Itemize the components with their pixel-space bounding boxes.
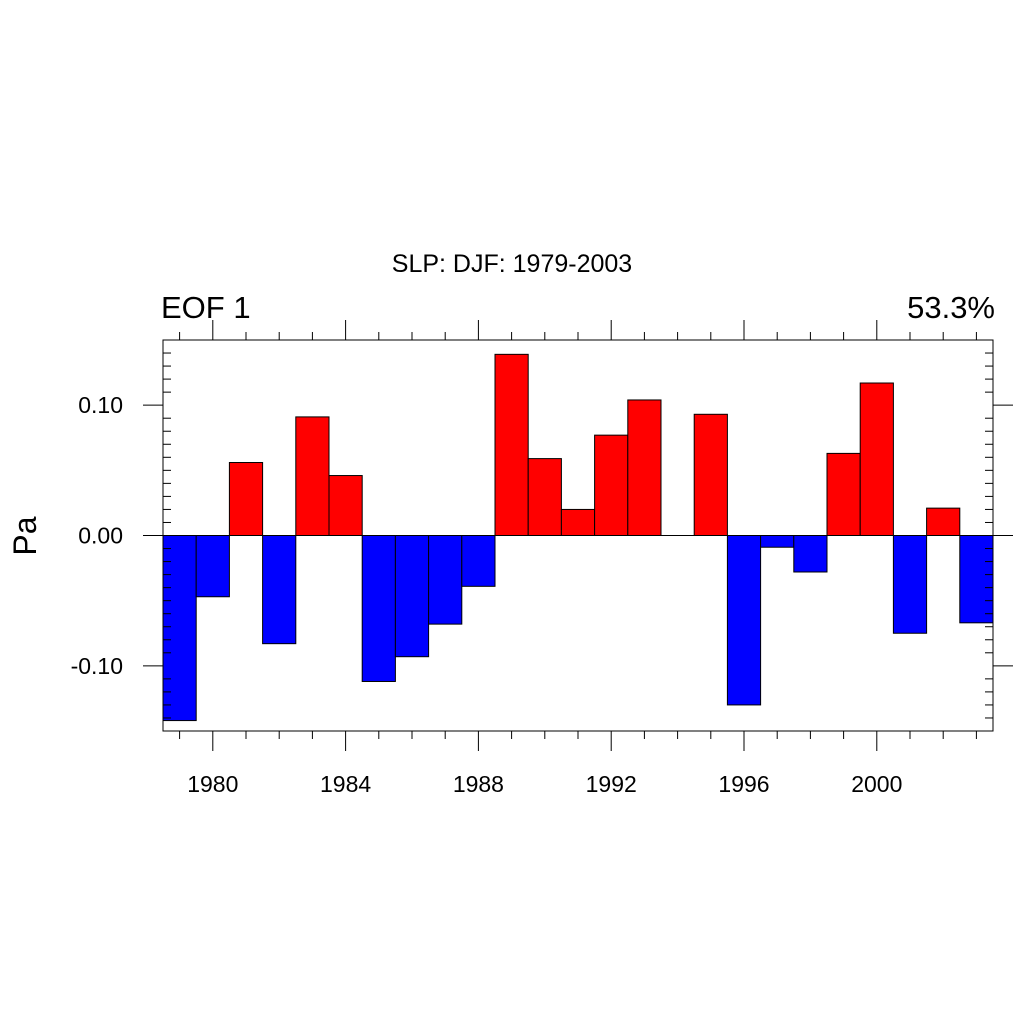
x-tick-label-1988: 1988	[453, 771, 504, 797]
bar-1982	[262, 535, 297, 645]
bar-1983	[295, 416, 330, 536]
bar-1993	[627, 399, 662, 536]
bar-1996	[726, 535, 762, 706]
bar-1979	[162, 535, 197, 722]
x-tick-label-2000: 2000	[851, 771, 902, 797]
y-tick-label: 0.10	[78, 392, 123, 418]
bar-1988	[461, 535, 496, 587]
bar-1997	[760, 535, 795, 548]
bar-1999	[826, 452, 861, 537]
bar-1984	[328, 475, 363, 536]
y-axis-title: Pa	[7, 516, 43, 555]
bar-1980	[195, 535, 230, 598]
bar-1987	[428, 535, 463, 625]
bar-1985	[361, 535, 396, 682]
ticks-group	[143, 320, 1013, 751]
bar-1998	[793, 535, 828, 573]
bar-2003	[959, 535, 994, 624]
x-tick-label-1996: 1996	[718, 771, 769, 797]
bar-1990	[527, 458, 562, 536]
plot-frame	[162, 339, 994, 732]
x-tick-label-1992: 1992	[586, 771, 637, 797]
x-tick-label-1980: 1980	[187, 771, 238, 797]
y-tick-label: -0.10	[71, 653, 123, 679]
tick-labels-group: 1980 1984 1988 1992 1996 2000 0.10 0.00 -0.10	[71, 392, 903, 797]
bar-2002	[926, 507, 961, 537]
chart-title: SLP: DJF: 1979-2003	[392, 250, 632, 278]
bar-1995	[693, 413, 728, 537]
bar-2001	[892, 535, 928, 634]
eof-label: EOF 1	[161, 290, 251, 325]
x-tick-label-1984: 1984	[320, 771, 371, 797]
bar-1989	[494, 353, 529, 536]
bar-1992	[594, 434, 629, 537]
bar-1986	[394, 535, 430, 658]
bar-1981	[228, 462, 264, 536]
variance-label: 53.3%	[907, 290, 995, 325]
y-tick-label: 0.00	[78, 523, 123, 549]
bar-1991	[560, 508, 596, 536]
bars-group	[162, 353, 994, 722]
bar-2000	[859, 382, 894, 537]
